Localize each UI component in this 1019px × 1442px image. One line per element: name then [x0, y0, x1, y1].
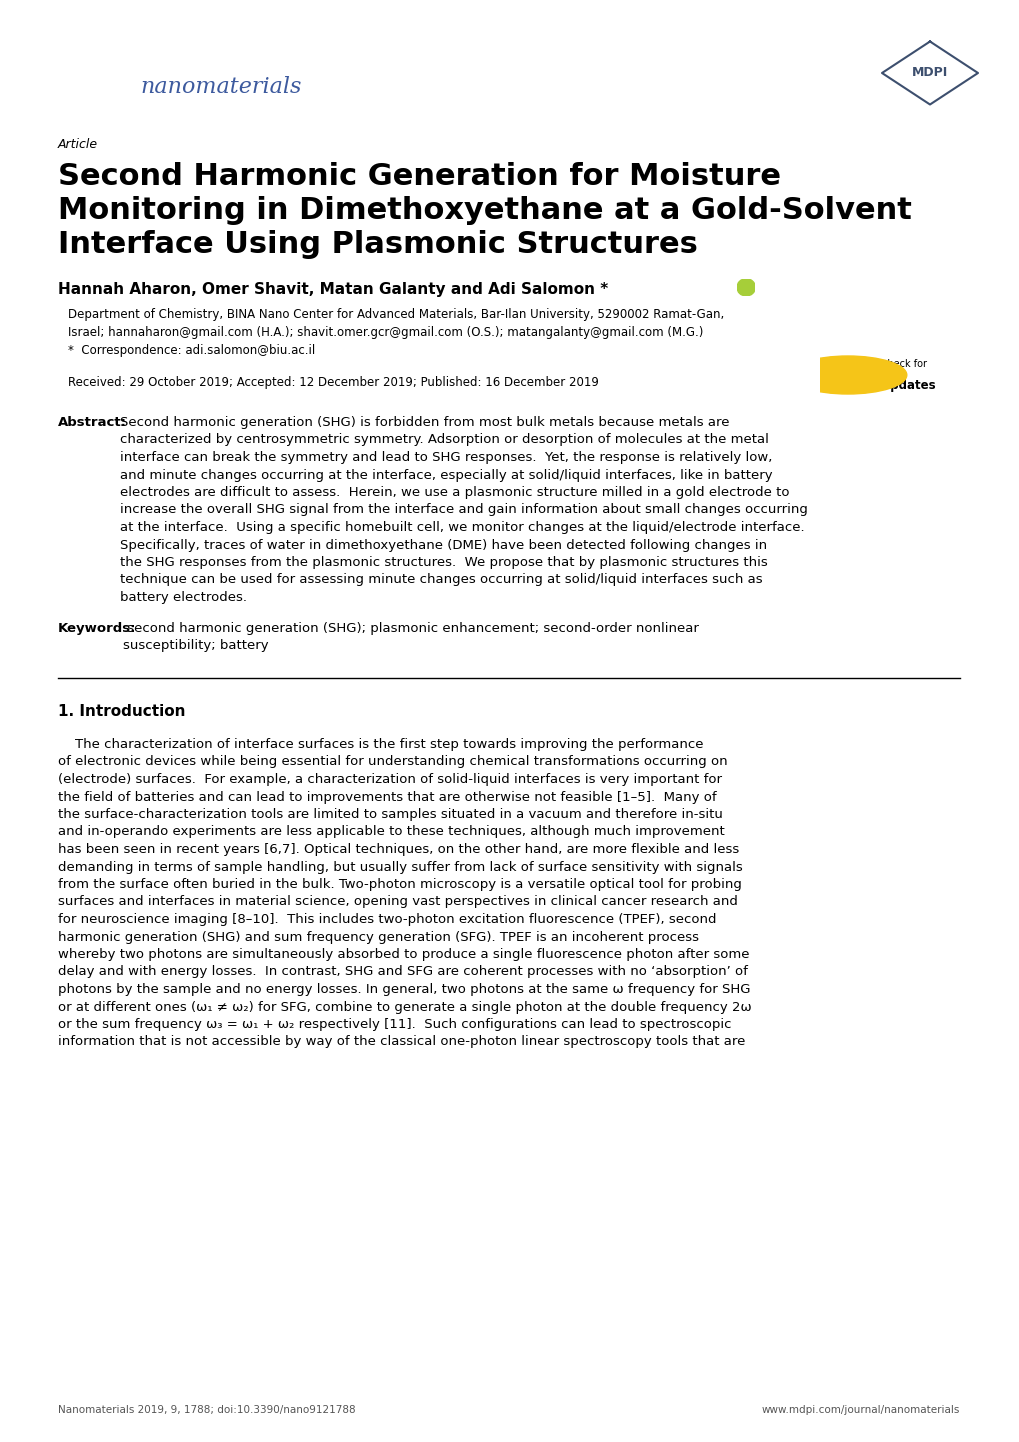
Text: Second Harmonic Generation for Moisture: Second Harmonic Generation for Moisture: [58, 162, 781, 190]
Circle shape: [103, 84, 111, 92]
Circle shape: [737, 278, 755, 296]
Circle shape: [67, 48, 76, 56]
Text: The characterization of interface surfaces is the first step towards improving t: The characterization of interface surfac…: [58, 738, 751, 1048]
Circle shape: [74, 84, 84, 92]
Text: Nanomaterials 2019, 9, 1788; doi:10.3390/nano9121788: Nanomaterials 2019, 9, 1788; doi:10.3390…: [58, 1405, 356, 1415]
Text: iD: iD: [742, 284, 750, 290]
Circle shape: [110, 91, 118, 99]
Text: check for: check for: [881, 359, 926, 369]
Circle shape: [89, 95, 97, 104]
Text: Article: Article: [58, 138, 98, 151]
Circle shape: [789, 356, 906, 394]
Text: second harmonic generation (SHG); plasmonic enhancement; second-order nonlinear
: second harmonic generation (SHG); plasmo…: [123, 622, 698, 652]
Circle shape: [64, 69, 72, 78]
Text: MDPI: MDPI: [911, 66, 948, 79]
Circle shape: [67, 91, 76, 99]
Text: Hannah Aharon, Omer Shavit, Matan Galanty and Adi Salomon *: Hannah Aharon, Omer Shavit, Matan Galant…: [58, 283, 607, 297]
Circle shape: [113, 69, 121, 78]
Text: nanomaterials: nanomaterials: [140, 76, 301, 98]
Text: ✓: ✓: [840, 366, 854, 384]
Text: Interface Using Plasmonic Structures: Interface Using Plasmonic Structures: [58, 231, 697, 260]
Text: www.mdpi.com/journal/nanomaterials: www.mdpi.com/journal/nanomaterials: [761, 1405, 959, 1415]
Text: Department of Chemistry, BINA Nano Center for Advanced Materials, Bar-Ilan Unive: Department of Chemistry, BINA Nano Cente…: [68, 309, 723, 322]
Circle shape: [110, 48, 118, 56]
Text: Keywords:: Keywords:: [58, 622, 137, 634]
Text: *  Correspondence: adi.salomon@biu.ac.il: * Correspondence: adi.salomon@biu.ac.il: [68, 345, 315, 358]
Text: Israel; hannaharon@gmail.com (H.A.); shavit.omer.gcr@gmail.com (O.S.); matangala: Israel; hannaharon@gmail.com (H.A.); sha…: [68, 326, 703, 339]
Text: Abstract:: Abstract:: [58, 415, 127, 430]
Circle shape: [89, 45, 97, 53]
Text: Monitoring in Dimethoxyethane at a Gold-Solvent: Monitoring in Dimethoxyethane at a Gold-…: [58, 196, 911, 225]
Circle shape: [103, 55, 111, 63]
Text: 1. Introduction: 1. Introduction: [58, 704, 185, 720]
Text: Received: 29 October 2019; Accepted: 12 December 2019; Published: 16 December 20: Received: 29 October 2019; Accepted: 12 …: [68, 376, 598, 389]
Text: Second harmonic generation (SHG) is forbidden from most bulk metals because meta: Second harmonic generation (SHG) is forb…: [120, 415, 807, 604]
Circle shape: [74, 55, 84, 63]
Text: updates: updates: [881, 379, 934, 392]
Circle shape: [89, 69, 97, 78]
